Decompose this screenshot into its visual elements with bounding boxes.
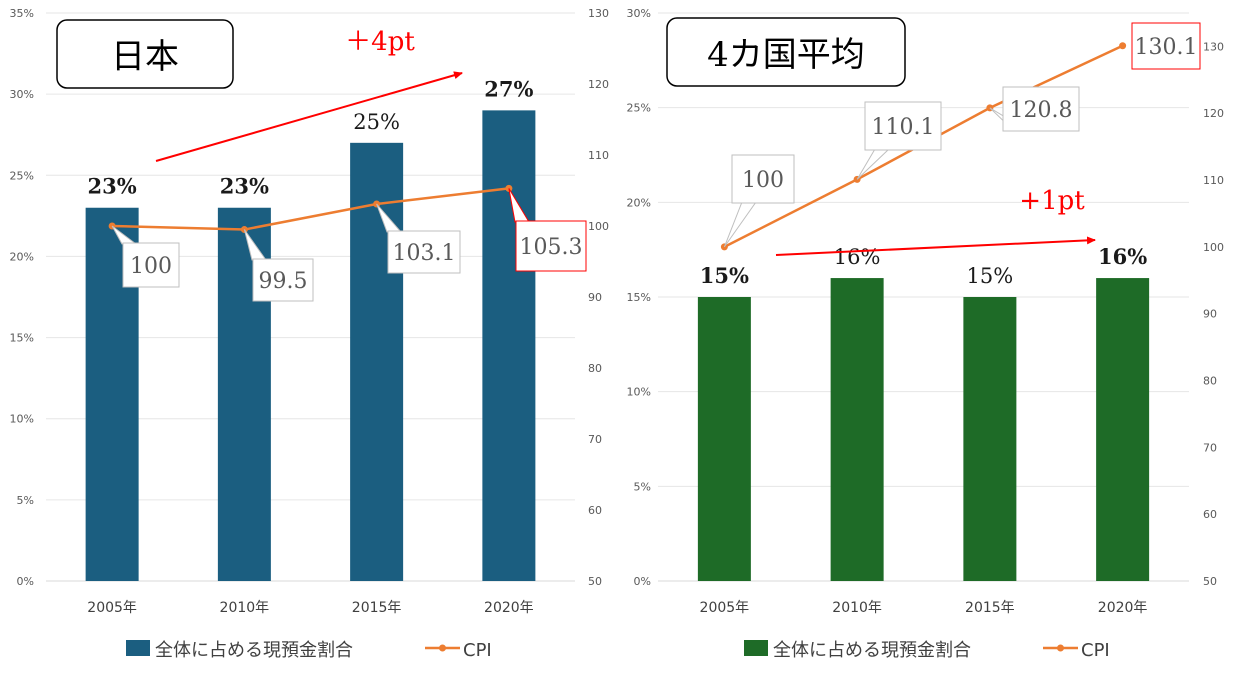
japan-y-left-tick: 10% <box>10 413 34 426</box>
japan-cpi-callout <box>515 220 587 272</box>
japan-bar <box>482 110 536 581</box>
japan-cpi-label: 103.1 <box>393 241 456 266</box>
japan-y-right-tick: 130 <box>588 7 609 20</box>
japan-bar-label: 25% <box>353 110 400 134</box>
avg-y-left-tick: 0% <box>634 575 651 588</box>
avg-y-right-tick: 50 <box>1203 575 1217 588</box>
chart-four-country-average: 0% 5% 10% 15% 20% 25% 30% 50 60 70 80 90 100 110 120 13… <box>618 0 1236 675</box>
japan-bar-label: 27% <box>484 76 533 101</box>
avg-y-right-tick: 120 <box>1203 107 1224 120</box>
japan-cpi-label: 100 <box>130 254 172 279</box>
japan-y-left-tick: 0% <box>17 575 34 588</box>
avg-title: 4カ国平均 <box>707 35 865 75</box>
avg-y-right-tick: 70 <box>1203 441 1217 454</box>
avg-cpi-label: 120.8 <box>1010 98 1073 123</box>
avg-bar <box>963 297 1017 581</box>
japan-y-right-tick: 50 <box>588 575 602 588</box>
japan-bar-label: 23% <box>220 174 269 199</box>
japan-y-right-tick: 90 <box>588 291 602 304</box>
avg-legend-bar-swatch <box>744 640 768 656</box>
japan-cpi-label: 105.3 <box>520 235 583 260</box>
japan-x-tick: 2020年 <box>484 600 534 616</box>
avg-y-left-tick: 10% <box>627 386 651 399</box>
japan-annotation: ＋4pt <box>345 27 415 57</box>
japan-cpi-line <box>112 187 510 231</box>
avg-trend-arrow <box>775 236 1096 256</box>
japan-y-left-tick: 35% <box>10 7 34 20</box>
avg-y-right-tick: 100 <box>1203 241 1224 254</box>
avg-cpi-callout <box>864 101 942 151</box>
avg-y-right-tick: 110 <box>1203 174 1224 187</box>
japan-legend-line-label: CPI <box>463 640 492 661</box>
avg-x-tick: 2010年 <box>832 600 882 616</box>
chart-japan-svg: 0% 5% 10% 15% 20% 25% 30% 35% 50 60 70 80 90 100 110 12… <box>10 7 609 661</box>
avg-bar <box>1096 278 1150 581</box>
avg-x-tick: 2005年 <box>700 600 750 616</box>
avg-y-left-tick: 20% <box>627 196 651 209</box>
avg-y-right-tick: 130 <box>1203 40 1224 53</box>
avg-y-left-tick: 15% <box>627 291 651 304</box>
avg-cpi-callout <box>1002 86 1080 132</box>
japan-y-right-tick: 110 <box>588 149 609 162</box>
japan-y-left-tick: 15% <box>10 332 34 345</box>
avg-y-left-tick: 25% <box>627 102 651 115</box>
avg-cpi-label: 130.1 <box>1135 35 1198 60</box>
avg-y-left-tick: 30% <box>627 7 651 20</box>
avg-x-tick: 2020年 <box>1098 600 1148 616</box>
japan-cpi-callout <box>387 230 461 274</box>
japan-title: 日本 <box>111 37 179 77</box>
japan-legend-bar-label: 全体に占める現預金割合 <box>155 640 353 661</box>
avg-cpi-callout <box>1131 22 1201 70</box>
japan-bar <box>350 142 404 582</box>
avg-y-right-tick: 80 <box>1203 375 1217 388</box>
avg-legend-bar-label: 全体に占める現預金割合 <box>773 640 971 661</box>
japan-x-tick: 2010年 <box>220 600 270 616</box>
japan-y-left-tick: 30% <box>10 88 34 101</box>
japan-y-right-tick: 60 <box>588 504 602 517</box>
avg-x-tick: 2015年 <box>965 600 1015 616</box>
avg-legend-line-marker <box>1057 644 1064 652</box>
avg-bar-label: 15% <box>967 264 1014 288</box>
avg-bar-label: 16% <box>834 245 881 269</box>
avg-cpi-callout <box>731 154 795 204</box>
japan-x-tick: 2005年 <box>87 600 137 616</box>
avg-cpi-label: 110.1 <box>872 115 935 140</box>
japan-y-right-tick: 120 <box>588 78 609 91</box>
avg-y-left-tick: 5% <box>634 480 651 493</box>
avg-legend-line-label: CPI <box>1081 640 1110 661</box>
japan-y-left-tick: 5% <box>17 494 34 507</box>
avg-bar <box>697 297 751 581</box>
japan-title-box <box>56 19 234 89</box>
japan-legend-line-marker <box>439 644 446 652</box>
avg-bar <box>830 278 884 581</box>
japan-cpi-callout <box>252 258 314 302</box>
japan-y-left-tick: 20% <box>10 250 34 263</box>
japan-y-right-tick: 70 <box>588 433 602 446</box>
japan-bar-label: 23% <box>88 174 137 199</box>
avg-y-right-tick: 90 <box>1203 308 1217 321</box>
chart-japan: 0% 5% 10% 15% 20% 25% 30% 35% 50 60 70 80 90 100 110 12… <box>10 7 609 661</box>
japan-legend-bar-swatch <box>126 640 150 656</box>
japan-y-right-tick: 100 <box>588 220 609 233</box>
japan-trend-arrow <box>155 71 463 162</box>
avg-cpi-point <box>1119 42 1127 50</box>
japan-x-tick: 2015年 <box>352 600 402 616</box>
avg-title-box <box>666 17 906 87</box>
avg-cpi-label: 100 <box>742 168 784 193</box>
japan-y-right-tick: 80 <box>588 362 602 375</box>
avg-y-right-tick: 60 <box>1203 508 1217 521</box>
avg-bar-label: 16% <box>1098 244 1147 269</box>
chart-four-country-average-svg: 0% 5% 10% 15% 20% 25% 30% 50 60 70 80 90 100 110 120 13… <box>627 7 1224 661</box>
avg-bar-label: 15% <box>700 263 749 288</box>
avg-annotation: +1pt <box>1019 186 1085 216</box>
japan-cpi-label: 99.5 <box>259 269 308 294</box>
japan-cpi-callout <box>122 242 180 288</box>
japan-y-left-tick: 25% <box>10 169 34 182</box>
